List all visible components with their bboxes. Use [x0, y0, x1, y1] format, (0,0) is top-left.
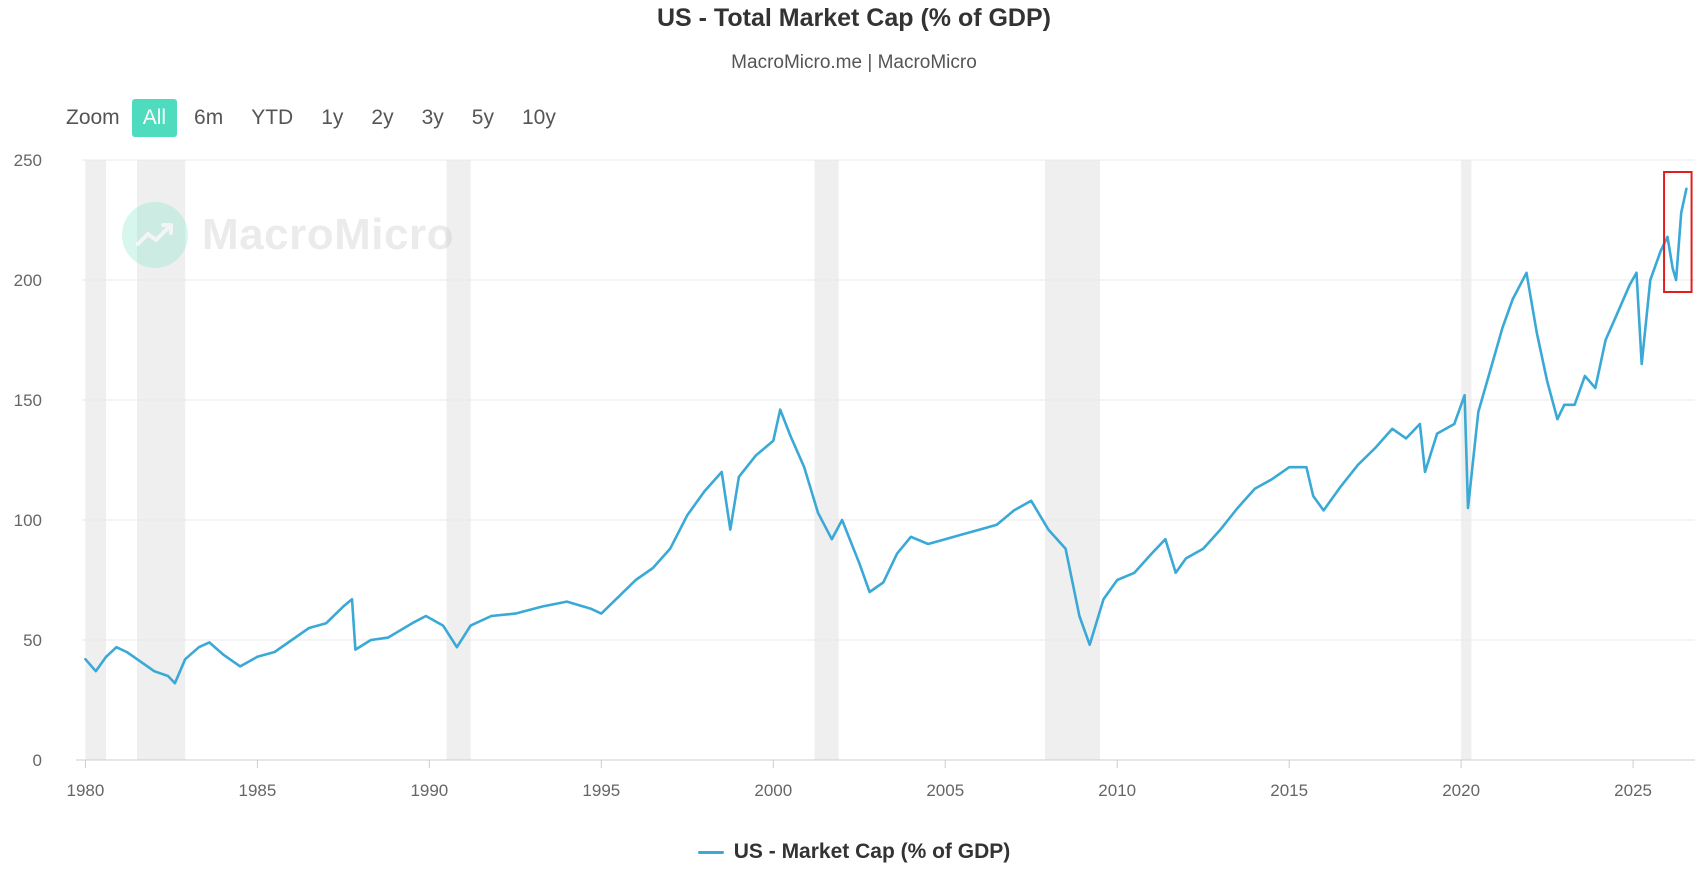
zoom-5y-button[interactable]: 5y [471, 106, 494, 129]
x-tick-label-1985: 1985 [238, 781, 276, 800]
chart-growth-icon [122, 202, 188, 268]
y-tick-label-50: 50 [23, 631, 42, 650]
grid-lines [82, 159, 1695, 641]
chart-subtitle: MacroMicro.me | MacroMicro [731, 52, 977, 73]
chart-title: US - Total Market Cap (% of GDP) [656, 4, 1051, 32]
y-axis: 0 50 100 150 200 250 [14, 151, 42, 770]
zoom-10y-button[interactable]: 10y [521, 106, 556, 129]
highlight-box [1663, 171, 1693, 293]
x-tick-label-2000: 2000 [754, 781, 792, 800]
x-tick-label-2005: 2005 [926, 781, 964, 800]
recession-band-0 [85, 160, 107, 760]
zoom-6m-button[interactable]: 6m [194, 106, 224, 129]
x-tick-label-2020: 2020 [1442, 781, 1480, 800]
zoom-bar: Zoom All 6m YTD 1y 2y 3y 5y 10y [66, 98, 567, 138]
x-tick-label-1995: 1995 [582, 781, 620, 800]
x-tick-label-2010: 2010 [1098, 781, 1136, 800]
y-tick-label-0: 0 [33, 751, 42, 770]
legend-label: US - Market Cap (% of GDP) [733, 840, 1011, 863]
watermark-text: MacroMicro [202, 210, 454, 259]
x-tick-label-1980: 1980 [67, 781, 105, 800]
recession-band-3 [814, 160, 839, 760]
legend[interactable]: US - Market Cap (% of GDP) [0, 840, 1708, 864]
recession-band-1 [137, 160, 186, 760]
y-tick-label-150: 150 [14, 391, 42, 410]
legend-swatch [697, 850, 724, 854]
y-tick-label-100: 100 [14, 511, 42, 530]
zoom-ytd-button[interactable]: YTD [251, 106, 294, 129]
zoom-label: Zoom [66, 106, 120, 129]
series-line-market-cap[interactable] [84, 187, 1688, 685]
recession-band-2 [446, 160, 471, 760]
zoom-all-button[interactable]: All [131, 99, 178, 137]
y-tick-label-200: 200 [14, 271, 42, 290]
x-tick-label-2025: 2025 [1614, 781, 1652, 800]
x-axis: 1980 1985 1990 1995 2000 2005 2010 2015 2020 2025 [67, 759, 1695, 800]
zoom-3y-button[interactable]: 3y [421, 106, 444, 129]
zoom-1y-button[interactable]: 1y [321, 106, 344, 129]
y-tick-label-250: 250 [14, 151, 42, 170]
x-tick-label-1990: 1990 [410, 781, 448, 800]
watermark: MacroMicro [122, 202, 454, 268]
x-tick-label-2015: 2015 [1270, 781, 1308, 800]
recession-band-4 [1044, 160, 1101, 760]
zoom-2y-button[interactable]: 2y [371, 106, 394, 129]
